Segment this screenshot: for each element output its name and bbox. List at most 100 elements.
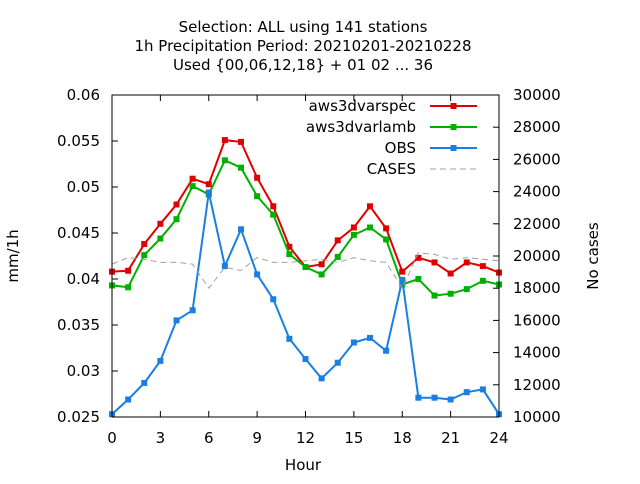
y-tick-label: 0.05 — [67, 178, 100, 196]
data-point-aws3dvarlamb — [189, 183, 196, 190]
data-point-aws3dvarspec — [286, 243, 293, 250]
data-point-aws3dvarspec — [238, 138, 244, 145]
y2-tick-label: 14000 — [513, 344, 561, 362]
data-point-obs — [221, 263, 228, 270]
data-point-aws3dvarspec — [141, 241, 148, 248]
series-cases — [111, 252, 500, 290]
data-point-obs — [238, 226, 244, 233]
plot-area: 0 3 6 9 12 15 18 21 24 0.025 0.03 0.035 0.04 0.045 0.0… — [57, 86, 561, 447]
legend-label-aws3dvarspec: aws3dvarspec — [309, 97, 416, 115]
data-point-aws3dvarlamb — [479, 277, 486, 284]
y2-tick-label: 22000 — [513, 215, 561, 233]
y-tick-label: 0.055 — [57, 132, 100, 150]
x-axis-label: Hour — [285, 456, 322, 474]
data-point-aws3dvarlamb — [302, 264, 309, 271]
data-point-obs — [270, 296, 277, 303]
title-line-3: Used {00,06,12,18} + 01 02 ... 36 — [173, 56, 433, 74]
y2-tick-label: 26000 — [513, 150, 561, 168]
data-point-aws3dvarlamb — [415, 276, 422, 282]
legend-label-cases: CASES — [367, 160, 416, 178]
data-point-aws3dvarspec — [447, 270, 454, 277]
x-tick-label: 9 — [252, 429, 262, 447]
data-point-aws3dvarlamb — [141, 252, 148, 259]
x-tick-label: 12 — [296, 429, 315, 447]
data-point-obs — [318, 375, 325, 382]
legend: aws3dvarspec aws3dvarlamb OBS CASES — [306, 97, 477, 178]
data-point-aws3dvarlamb — [238, 164, 244, 171]
data-point-aws3dvarlamb — [157, 235, 164, 242]
data-point-obs — [334, 359, 341, 366]
data-point-obs — [431, 394, 438, 401]
data-point-aws3dvarlamb — [221, 157, 228, 164]
data-point-obs — [367, 334, 373, 341]
data-point-aws3dvarspec — [221, 137, 228, 144]
x-tick-label: 6 — [204, 429, 214, 447]
data-point-aws3dvarspec — [350, 224, 357, 231]
data-point-aws3dvarlamb — [367, 224, 373, 231]
data-point-aws3dvarlamb — [447, 290, 454, 297]
y-tick-label: 0.03 — [67, 362, 100, 380]
y2-tick-label: 16000 — [513, 311, 561, 329]
series-line-cases — [111, 252, 500, 290]
series-line-aws3dvarlamb — [111, 158, 500, 297]
data-point-aws3dvarspec — [173, 201, 180, 208]
data-point-aws3dvarspec — [125, 267, 132, 274]
data-point-obs — [415, 394, 422, 401]
y2-tick-label: 10000 — [513, 408, 561, 426]
y-axis-label: mm/1h — [4, 229, 22, 282]
x-tick-label: 21 — [441, 429, 460, 447]
data-point-obs — [302, 356, 309, 363]
y2-tick-label: 24000 — [513, 183, 561, 201]
legend-marker-aws3dvarlamb — [450, 124, 457, 130]
data-point-obs — [189, 307, 196, 314]
data-point-obs — [463, 389, 470, 396]
data-point-aws3dvarspec — [270, 203, 277, 210]
y2-tick-label: 30000 — [513, 86, 561, 104]
legend-marker-aws3dvarspec — [450, 103, 457, 109]
data-point-aws3dvarspec — [479, 263, 486, 270]
data-point-obs — [205, 189, 212, 196]
series-aws3dvarspec — [109, 137, 502, 277]
data-point-aws3dvarlamb — [270, 211, 277, 218]
data-point-aws3dvarlamb — [318, 271, 325, 278]
y-tick-label: 0.035 — [57, 316, 100, 334]
series-aws3dvarlamb — [109, 157, 502, 299]
data-point-aws3dvarspec — [205, 181, 212, 188]
y-tick-label: 0.04 — [67, 270, 100, 288]
y2-axis-label: No cases — [584, 222, 602, 290]
y2-tick-label: 20000 — [513, 247, 561, 265]
legend-label-obs: OBS — [385, 139, 416, 157]
data-point-aws3dvarlamb — [254, 193, 261, 200]
series-line-aws3dvarspec — [111, 139, 500, 275]
data-point-aws3dvarspec — [157, 220, 164, 227]
title-line-2: 1h Precipitation Period: 20210201-202102… — [134, 37, 471, 55]
x-tick-label: 18 — [393, 429, 412, 447]
data-point-aws3dvarspec — [318, 261, 325, 268]
x-tick-label: 0 — [107, 429, 117, 447]
data-point-aws3dvarspec — [367, 203, 373, 210]
data-point-obs — [125, 396, 132, 403]
data-point-aws3dvarspec — [189, 175, 196, 182]
x-tick-label: 3 — [156, 429, 166, 447]
data-point-aws3dvarspec — [334, 237, 341, 244]
data-point-obs — [350, 339, 357, 346]
data-point-obs — [399, 276, 406, 283]
data-point-aws3dvarspec — [383, 225, 390, 232]
data-point-obs — [141, 379, 148, 386]
data-point-aws3dvarlamb — [431, 292, 438, 299]
data-point-obs — [157, 357, 164, 364]
data-point-aws3dvarlamb — [286, 251, 293, 258]
x-tick-label: 24 — [489, 429, 508, 447]
legend-label-aws3dvarlamb: aws3dvarlamb — [306, 118, 416, 136]
data-point-aws3dvarspec — [254, 174, 261, 181]
plot-frame — [111, 94, 500, 418]
data-point-aws3dvarspec — [431, 259, 438, 266]
chart-title: Selection: ALL using 141 stations 1h Pre… — [134, 18, 471, 74]
data-point-aws3dvarlamb — [125, 284, 132, 291]
y2-tick-label: 28000 — [513, 118, 561, 136]
data-point-aws3dvarlamb — [463, 286, 470, 293]
data-point-aws3dvarlamb — [173, 216, 180, 223]
data-point-aws3dvarspec — [415, 254, 422, 261]
